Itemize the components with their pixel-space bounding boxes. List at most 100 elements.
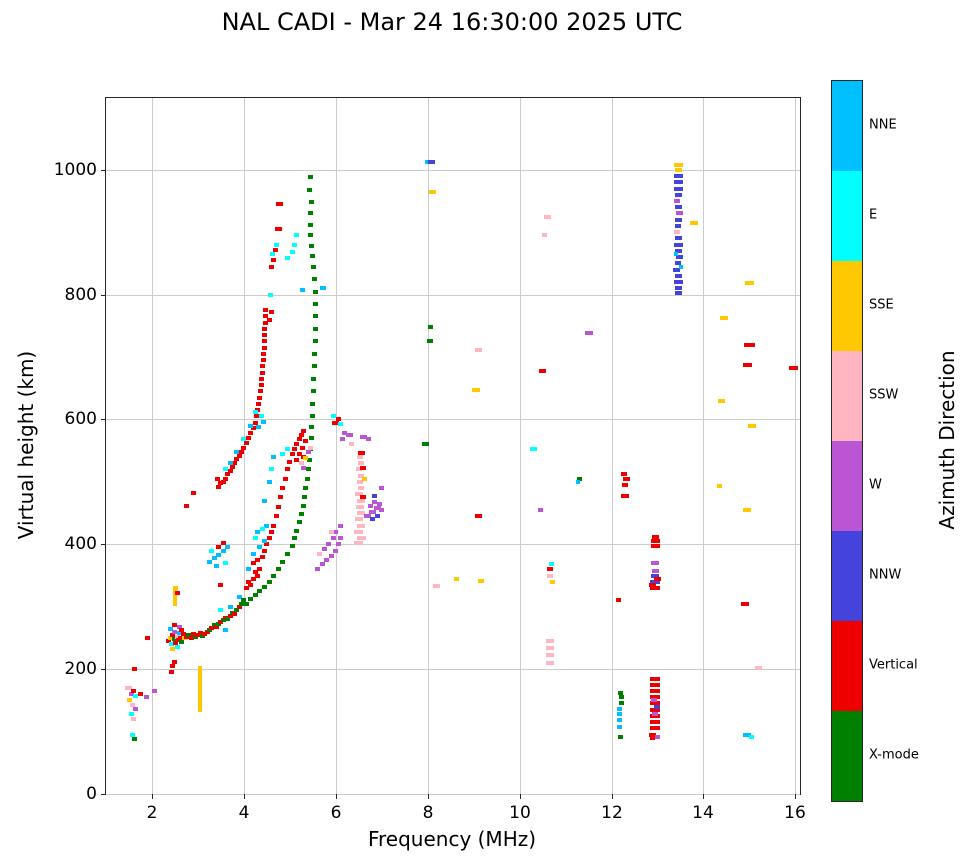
scatter-point: [308, 223, 313, 227]
scatter-point: [617, 707, 622, 711]
x-tick-label: 10: [509, 803, 531, 823]
x-tick-label: 8: [422, 803, 434, 823]
x-tick-mark: [428, 794, 429, 799]
scatter-point: [332, 421, 339, 425]
scatter-point: [301, 466, 306, 470]
scatter-point: [270, 252, 275, 256]
scatter-point: [651, 544, 660, 548]
scatter-point: [264, 542, 269, 546]
scatter-point: [202, 632, 207, 636]
scatter-point: [675, 224, 681, 228]
scatter-point: [355, 492, 363, 496]
scatter-point: [179, 640, 184, 644]
scatter-point: [743, 508, 751, 512]
scatter-point: [379, 508, 384, 512]
scatter-point: [650, 726, 660, 730]
scatter-point: [454, 577, 459, 581]
scatter-point: [214, 564, 219, 568]
scatter-point: [326, 542, 331, 546]
scatter-point: [364, 514, 371, 518]
scatter-point: [170, 633, 175, 637]
scatter-point: [623, 477, 630, 481]
scatter-point: [673, 268, 680, 272]
scatter-point: [650, 736, 655, 740]
scatter-point: [650, 677, 660, 681]
y-grid-line: [106, 669, 800, 670]
scatter-point: [745, 281, 754, 285]
scatter-point: [650, 586, 660, 590]
scatter-point: [221, 541, 226, 545]
scatter-point: [652, 535, 659, 539]
scatter-point: [302, 495, 307, 499]
scatter-point: [221, 480, 226, 484]
scatter-point: [237, 595, 242, 599]
scatter-point: [225, 545, 230, 549]
scatter-point: [300, 446, 305, 450]
scatter-point: [253, 593, 258, 597]
scatter-point: [549, 562, 554, 566]
scatter-point: [368, 504, 373, 508]
scatter-point: [622, 483, 628, 487]
scatter-point: [181, 632, 186, 636]
scatter-point: [338, 524, 343, 528]
scatter-point: [138, 692, 143, 696]
scatter-point: [129, 712, 134, 716]
scatter-point: [262, 327, 267, 331]
scatter-point: [358, 474, 364, 478]
scatter-point: [312, 352, 317, 356]
scatter-point: [651, 574, 659, 578]
scatter-point: [312, 277, 317, 281]
y-tick-mark: [101, 544, 106, 545]
scatter-point: [650, 720, 660, 724]
scatter-point: [675, 193, 682, 197]
scatter-point: [310, 402, 315, 406]
scatter-point: [268, 293, 273, 297]
y-tick-label: 0: [86, 784, 97, 804]
grid-layer: [106, 98, 800, 795]
scatter-point: [230, 465, 235, 469]
y-tick-mark: [101, 794, 106, 795]
scatter-point: [260, 555, 265, 559]
scatter-point: [297, 452, 302, 456]
scatter-point: [168, 627, 173, 631]
colorbar-category-label: SSE: [869, 297, 894, 313]
x-tick-label: 4: [238, 803, 250, 823]
scatter-point: [223, 477, 228, 481]
scatter-point: [743, 363, 752, 367]
scatter-point: [285, 467, 290, 471]
x-tick-mark: [703, 794, 704, 799]
scatter-point: [649, 583, 656, 587]
scatter-point: [251, 561, 256, 565]
scatter-point: [313, 327, 318, 331]
scatter-point: [263, 308, 268, 312]
scatter-point: [292, 447, 297, 451]
scatter-point: [253, 570, 258, 574]
scatter-point: [357, 511, 365, 515]
scatter-point: [741, 602, 749, 606]
scatter-point: [654, 705, 660, 709]
scatter-point: [271, 524, 276, 528]
scatter-point: [177, 631, 182, 635]
scatter-point: [260, 364, 265, 368]
scatter-point: [679, 265, 683, 269]
scatter-point: [425, 160, 430, 164]
scatter-point: [308, 446, 313, 450]
scatter-point: [184, 635, 189, 639]
scatter-point: [127, 698, 132, 702]
scatter-point: [355, 517, 363, 521]
scatter-point: [168, 636, 173, 640]
scatter-point: [749, 735, 754, 739]
scatter-point: [228, 469, 233, 473]
scatter-point: [357, 536, 366, 540]
scatter-point: [261, 420, 266, 424]
scatter-point: [234, 457, 239, 461]
scatter-point: [209, 626, 214, 630]
scatter-point: [300, 288, 305, 292]
scatter-point: [748, 424, 756, 428]
scatter-point: [251, 577, 256, 581]
scatter-point: [544, 215, 551, 219]
scatter-point: [621, 494, 629, 498]
scatter-point: [357, 480, 363, 484]
scatter-point: [198, 666, 202, 712]
scatter-point: [131, 717, 136, 721]
